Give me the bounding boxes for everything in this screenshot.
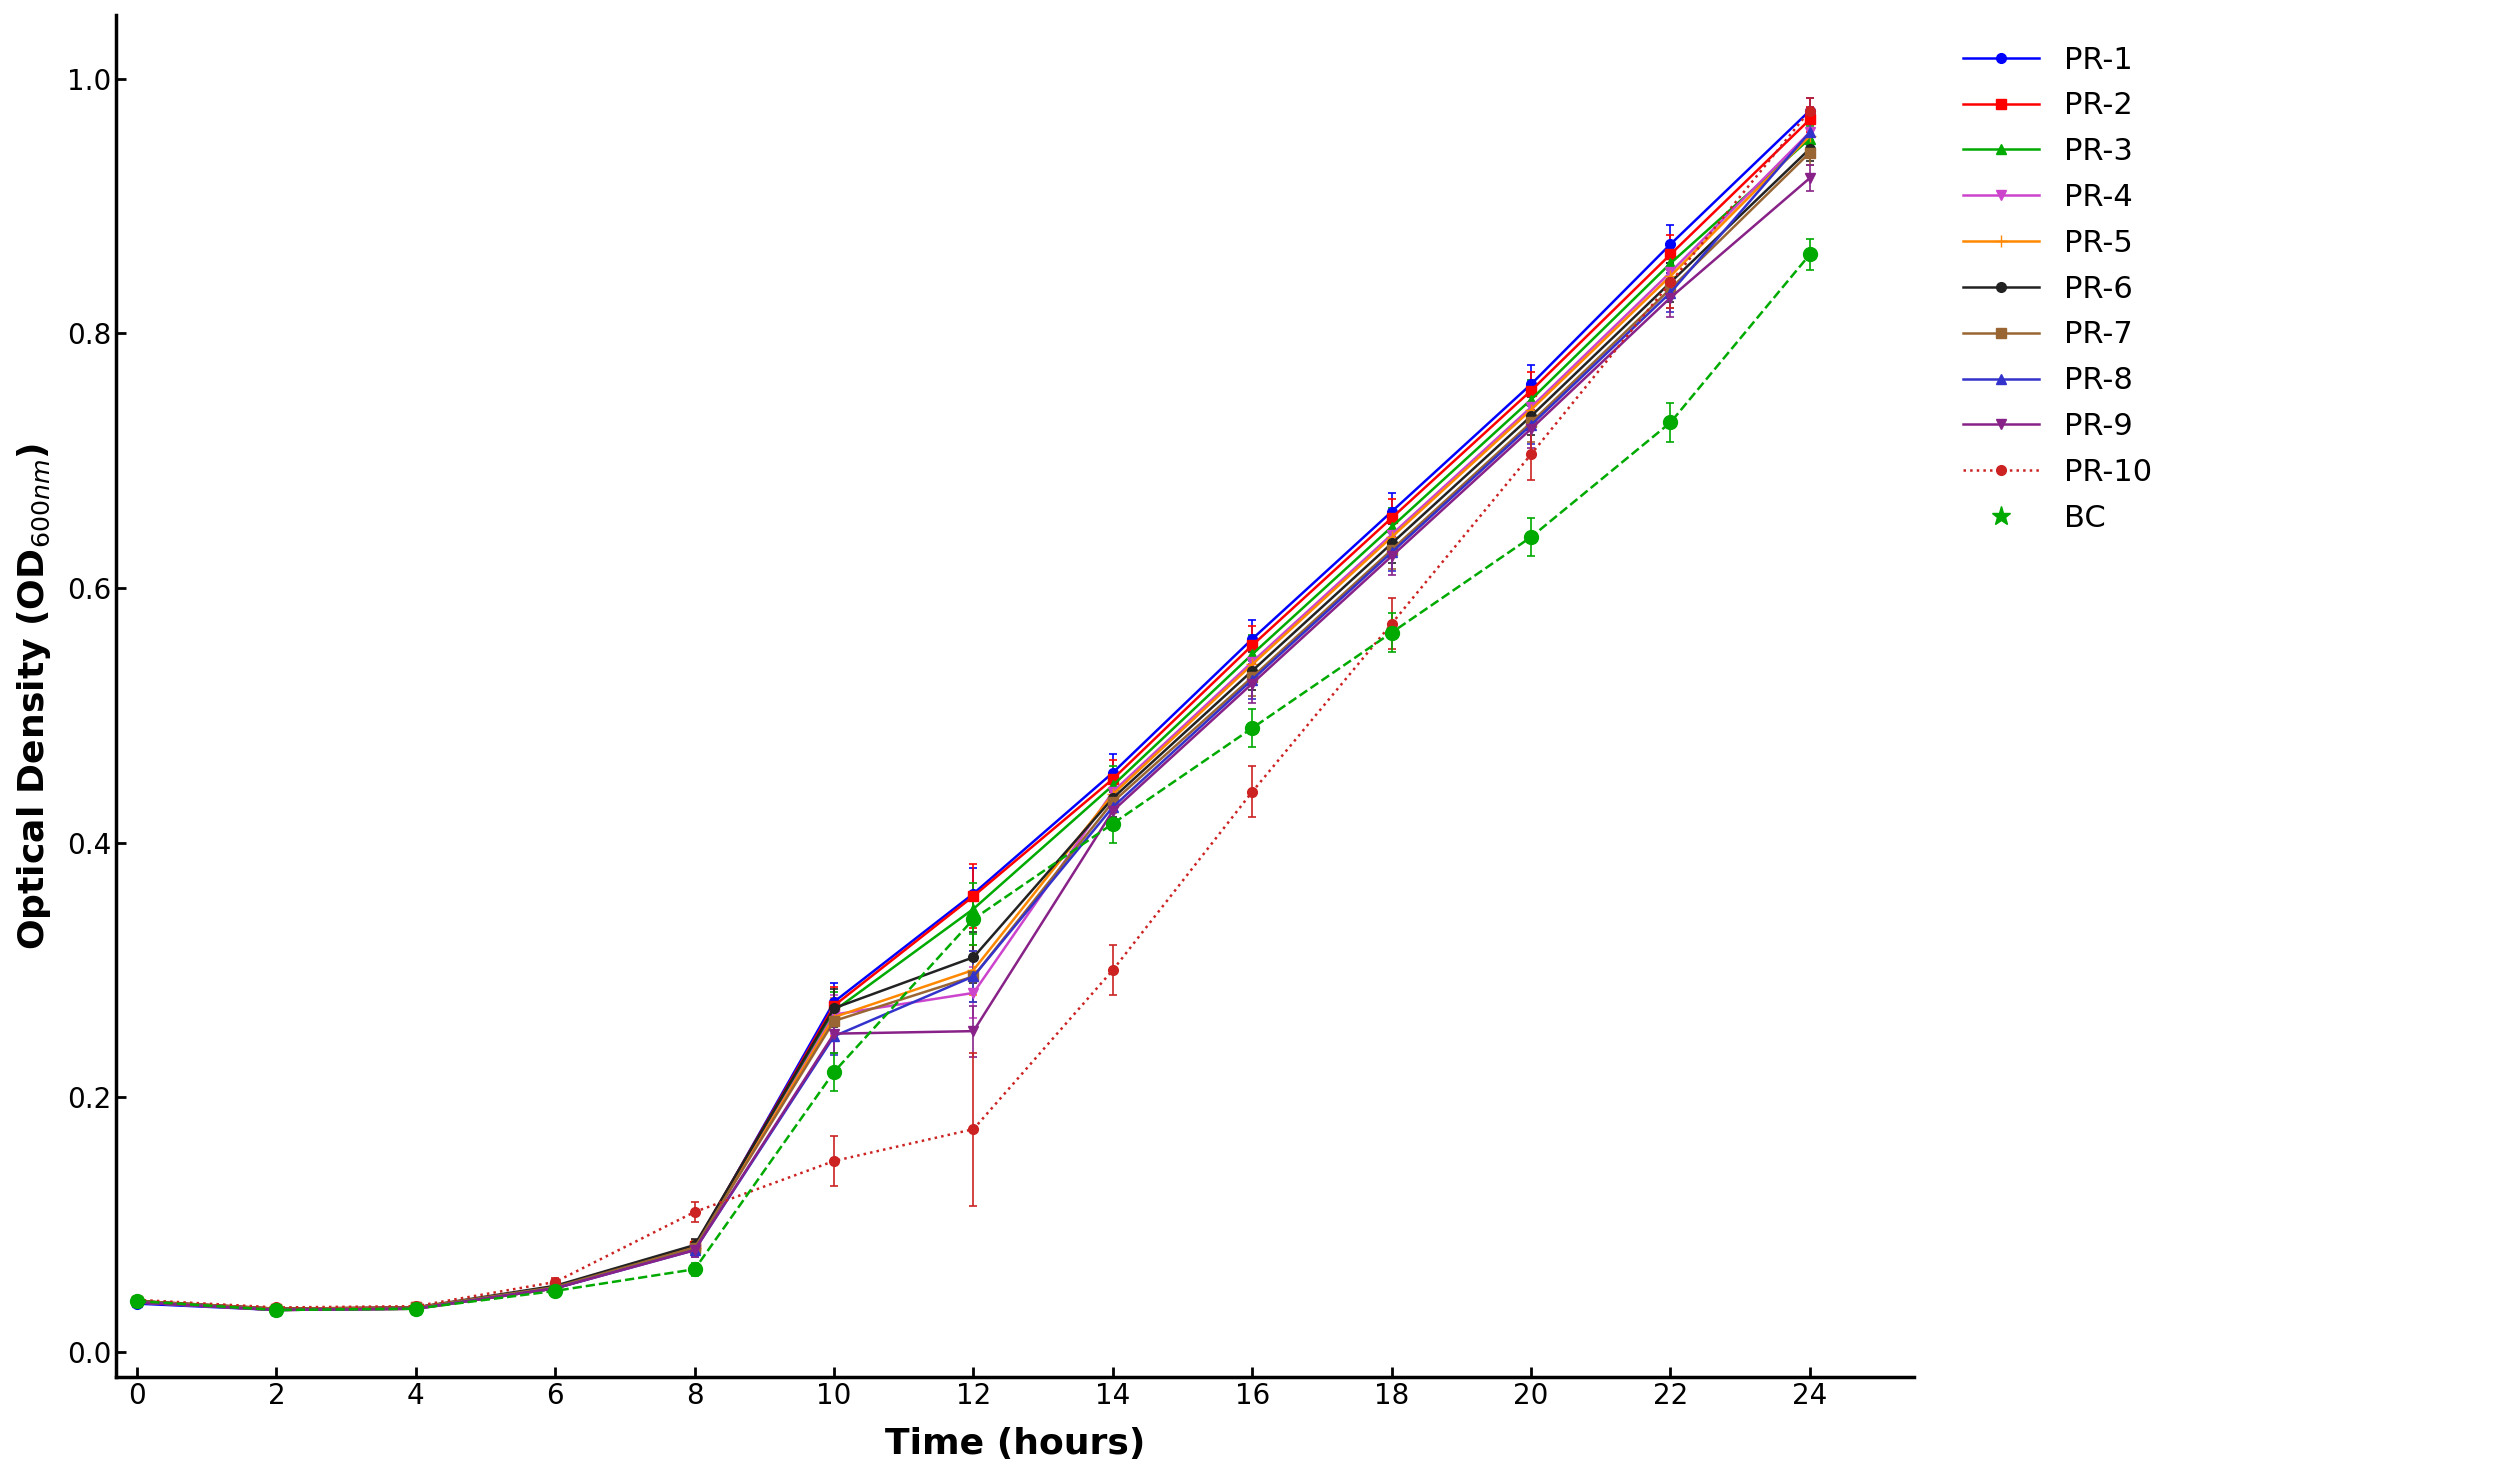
Y-axis label: Optical Density (OD$_{600nm}$): Optical Density (OD$_{600nm}$): [15, 443, 53, 951]
X-axis label: Time (hours): Time (hours): [886, 1427, 1145, 1461]
Legend: PR-1, PR-2, PR-3, PR-4, PR-5, PR-6, PR-7, PR-8, PR-9, PR-10, BC: PR-1, PR-2, PR-3, PR-4, PR-5, PR-6, PR-7…: [1948, 31, 2166, 548]
